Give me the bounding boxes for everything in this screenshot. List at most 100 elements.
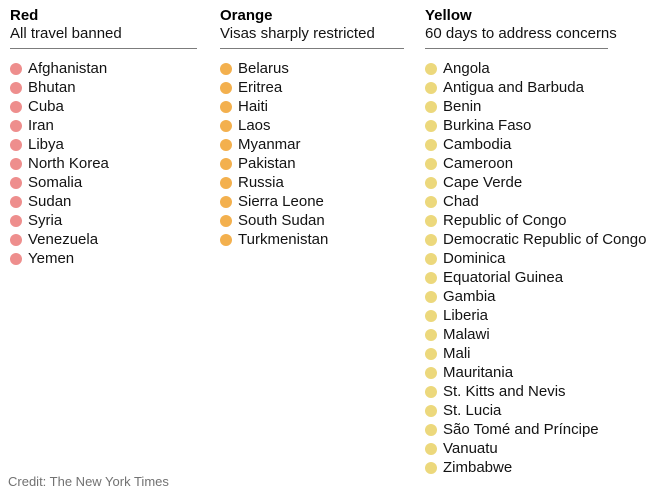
country-list-item: Benin bbox=[425, 97, 608, 116]
country-name: Belarus bbox=[238, 60, 289, 77]
country-list-item: Zimbabwe bbox=[425, 458, 608, 477]
country-list-item: Cameroon bbox=[425, 154, 608, 173]
category-dot-icon bbox=[10, 100, 22, 113]
country-list-item: Mauritania bbox=[425, 363, 608, 382]
category-dot-icon bbox=[10, 195, 22, 208]
column-orange-title: Orange bbox=[220, 7, 273, 24]
country-list-orange: Belarus Eritrea Haiti Laos Myanmar Pakistan Ru… bbox=[220, 59, 404, 249]
country-list-item: North Korea bbox=[10, 154, 197, 173]
column-red-title: Red bbox=[10, 7, 39, 24]
category-dot-icon bbox=[220, 138, 232, 151]
column-red-subtitle: All travel banned bbox=[10, 25, 122, 42]
country-list-item: Mali bbox=[425, 344, 608, 363]
country-name: Iran bbox=[28, 117, 54, 134]
country-name: Laos bbox=[238, 117, 271, 134]
country-list-item: Equatorial Guinea bbox=[425, 268, 608, 287]
category-dot-icon bbox=[425, 195, 437, 208]
country-list-item: Gambia bbox=[425, 287, 608, 306]
category-dot-icon bbox=[425, 138, 437, 151]
country-name: Yemen bbox=[28, 250, 75, 267]
country-list-item: Democratic Republic of Congo bbox=[425, 230, 646, 249]
category-dot-icon bbox=[220, 81, 232, 94]
category-dot-icon bbox=[425, 252, 437, 265]
country-name: Myanmar bbox=[238, 136, 301, 153]
country-name: Cuba bbox=[28, 98, 64, 115]
country-list-item: Sudan bbox=[10, 192, 197, 211]
category-dot-icon bbox=[220, 119, 232, 132]
category-dot-icon bbox=[425, 290, 437, 303]
country-name: Chad bbox=[443, 193, 479, 210]
country-list-item: Myanmar bbox=[220, 135, 404, 154]
country-list-item: Belarus bbox=[220, 59, 404, 78]
credit: Credit: The New York Times bbox=[8, 474, 169, 489]
country-name: Angola bbox=[443, 60, 490, 77]
country-list-item: Republic of Congo bbox=[425, 211, 608, 230]
country-list-item: Vanuatu bbox=[425, 439, 608, 458]
column-yellow-subtitle: 60 days to address concerns bbox=[425, 25, 617, 42]
column-yellow: Yellow 60 days to address concerns Angol… bbox=[425, 7, 646, 477]
category-dot-icon bbox=[10, 214, 22, 227]
country-name: São Tomé and Príncipe bbox=[443, 421, 599, 438]
country-list-item: Cambodia bbox=[425, 135, 608, 154]
category-dot-icon bbox=[10, 176, 22, 189]
category-dot-icon bbox=[425, 100, 437, 113]
country-name: St. Lucia bbox=[443, 402, 502, 419]
country-list-item: Venezuela bbox=[10, 230, 197, 249]
category-dot-icon bbox=[425, 442, 437, 455]
country-list-item: Turkmenistan bbox=[220, 230, 404, 249]
country-name: South Sudan bbox=[238, 212, 325, 229]
category-dot-icon bbox=[220, 195, 232, 208]
country-name: Cape Verde bbox=[443, 174, 523, 191]
category-dot-icon bbox=[425, 385, 437, 398]
column-yellow-title: Yellow bbox=[425, 7, 472, 24]
category-dot-icon bbox=[220, 62, 232, 75]
country-name: Vanuatu bbox=[443, 440, 498, 457]
country-list-item: Malawi bbox=[425, 325, 608, 344]
country-list-item: Angola bbox=[425, 59, 608, 78]
category-dot-icon bbox=[425, 347, 437, 360]
country-name: Democratic Republic of Congo bbox=[443, 231, 646, 248]
category-dot-icon bbox=[220, 233, 232, 246]
country-list-item: Somalia bbox=[10, 173, 197, 192]
country-name: Mauritania bbox=[443, 364, 514, 381]
country-list-item: Libya bbox=[10, 135, 197, 154]
country-name: Syria bbox=[28, 212, 63, 229]
country-name: Gambia bbox=[443, 288, 496, 305]
column-yellow-divider bbox=[425, 48, 608, 49]
country-name: Eritrea bbox=[238, 79, 283, 96]
country-list-item: Syria bbox=[10, 211, 197, 230]
category-dot-icon bbox=[425, 119, 437, 132]
category-dot-icon bbox=[220, 176, 232, 189]
category-dot-icon bbox=[425, 62, 437, 75]
category-dot-icon bbox=[425, 176, 437, 189]
category-dot-icon bbox=[10, 62, 22, 75]
country-name: Venezuela bbox=[28, 231, 99, 248]
country-list-item: St. Kitts and Nevis bbox=[425, 382, 608, 401]
country-list-item: Pakistan bbox=[220, 154, 404, 173]
category-dot-icon bbox=[220, 100, 232, 113]
country-name: Republic of Congo bbox=[443, 212, 567, 229]
category-dot-icon bbox=[10, 252, 22, 265]
country-list-item: Cuba bbox=[10, 97, 197, 116]
country-list-item: St. Lucia bbox=[425, 401, 608, 420]
country-list-item: Liberia bbox=[425, 306, 608, 325]
country-list-item: Dominica bbox=[425, 249, 608, 268]
column-red-divider bbox=[10, 48, 197, 49]
category-dot-icon bbox=[425, 328, 437, 341]
country-list-item: South Sudan bbox=[220, 211, 404, 230]
country-name: Sudan bbox=[28, 193, 72, 210]
country-list-item: Yemen bbox=[10, 249, 197, 268]
country-name: Burkina Faso bbox=[443, 117, 532, 134]
category-dot-icon bbox=[10, 81, 22, 94]
country-name: Benin bbox=[443, 98, 482, 115]
country-list-item: Russia bbox=[220, 173, 404, 192]
country-list-item: Burkina Faso bbox=[425, 116, 608, 135]
country-name: Bhutan bbox=[28, 79, 76, 96]
country-list-yellow: Angola Antigua and Barbuda Benin Burkina Fa… bbox=[425, 59, 646, 477]
country-name: Antigua and Barbuda bbox=[443, 79, 584, 96]
category-dot-icon bbox=[425, 423, 437, 436]
country-list-item: Laos bbox=[220, 116, 404, 135]
column-orange-divider bbox=[220, 48, 404, 49]
column-orange: Orange Visas sharply restricted Belarus E… bbox=[220, 7, 404, 249]
country-name: North Korea bbox=[28, 155, 109, 172]
